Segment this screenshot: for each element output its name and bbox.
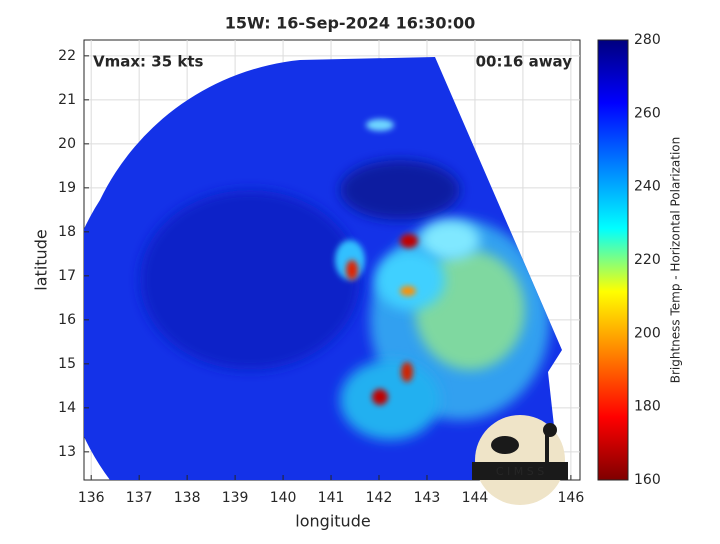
colorbar-tick-label: 180 [634, 399, 661, 415]
x-tick-label: 146 [558, 490, 585, 506]
y-tick-label: 22 [58, 48, 76, 64]
y-tick-label: 14 [58, 400, 76, 416]
colorbar-tick-label: 280 [634, 32, 661, 48]
y-tick-label: 21 [58, 92, 76, 108]
x-tick-label: 138 [174, 490, 201, 506]
y-axis-label: latitude [32, 229, 51, 290]
colorbar-tick-label: 240 [634, 179, 661, 195]
y-tick-label: 20 [58, 136, 76, 152]
x-tick-label: 137 [126, 490, 153, 506]
logo-text: C I M S S [496, 465, 544, 478]
y-tick-label: 15 [58, 356, 76, 372]
colorbar-tick-label: 220 [634, 252, 661, 268]
x-tick-label: 140 [270, 490, 297, 506]
annotation: Vmax: 35 kts [93, 53, 203, 71]
annotation: 00:16 away [476, 53, 573, 71]
x-tick-label: 136 [78, 490, 105, 506]
x-tick-label: 143 [414, 490, 441, 506]
chart-title: 15W: 16-Sep-2024 16:30:00 [225, 14, 475, 33]
colorbar-tick-label: 260 [634, 105, 661, 121]
x-tick-label: 139 [222, 490, 249, 506]
x-axis-label: longitude [295, 512, 370, 531]
y-tick-label: 18 [58, 224, 76, 240]
y-tick-label: 17 [58, 268, 76, 284]
y-tick-label: 13 [58, 444, 76, 460]
y-tick-label: 19 [58, 180, 76, 196]
y-tick-label: 16 [58, 312, 76, 328]
x-tick-label: 141 [318, 490, 345, 506]
x-tick-label: 144 [462, 490, 489, 506]
colorbar [597, 39, 629, 481]
colorbar-tick-label: 200 [634, 325, 661, 341]
colorbar-tick-label: 160 [634, 472, 661, 488]
x-tick-label: 142 [366, 490, 393, 506]
colorbar-label: Brightness Temp - Horizontal Polarizatio… [669, 137, 683, 384]
logo: C I M S S [472, 415, 568, 505]
